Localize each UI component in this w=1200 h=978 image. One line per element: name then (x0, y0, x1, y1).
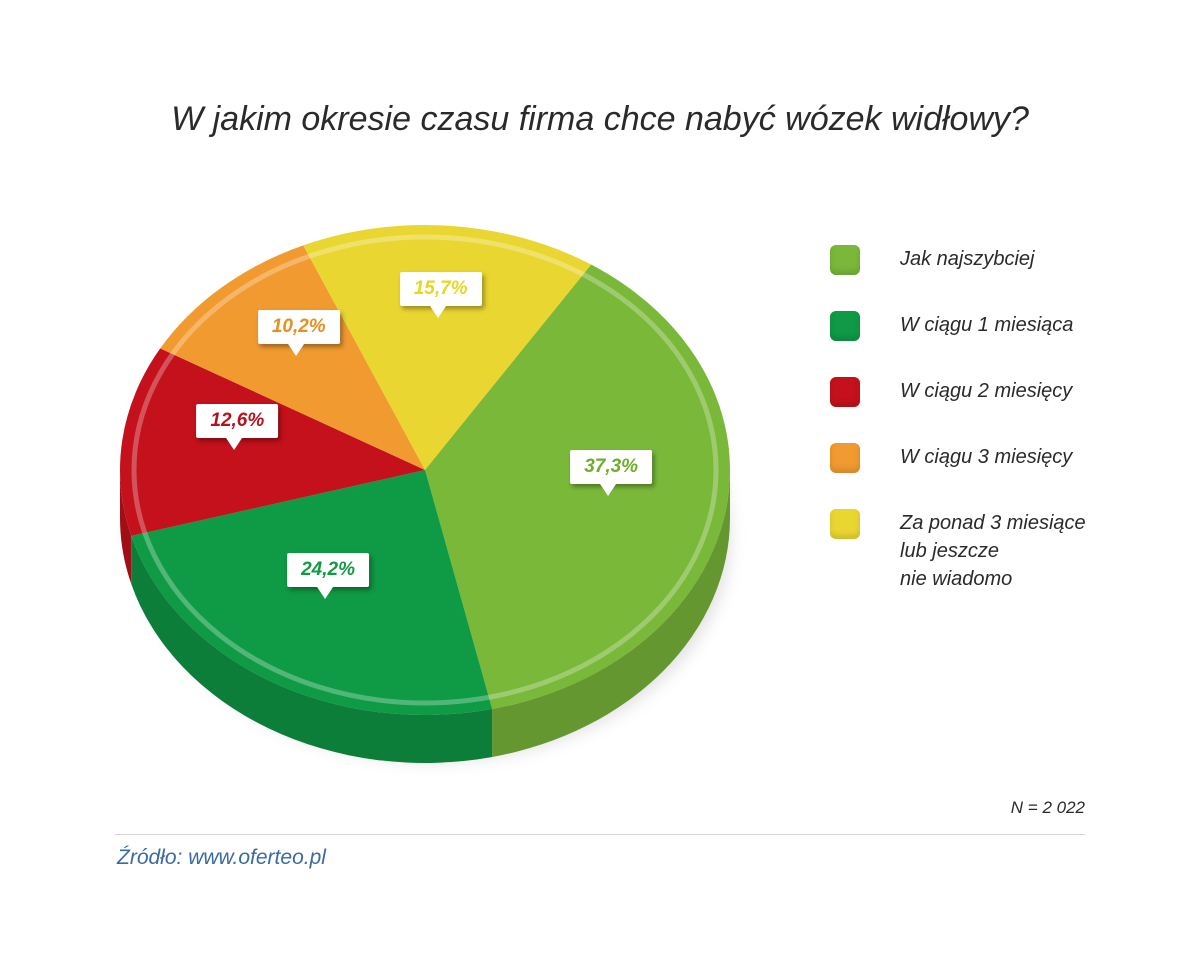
pie-side-0 (492, 470, 730, 757)
legend-label-3: W ciągu 3 miesięcy (900, 446, 1073, 468)
legend: Jak najszybciej W ciągu 1 miesiąca W ciągu… (830, 245, 1150, 629)
legend-label-0: Jak najszybciej (900, 248, 1035, 270)
pie-slice-0 (425, 264, 730, 709)
data-label-0: 37,3% (570, 449, 653, 496)
data-label-1: 24,2% (287, 553, 369, 600)
sample-size: N = 2 022 (1010, 798, 1085, 817)
legend-item-4: Za ponad 3 miesiące lub jeszcze nie wiad… (830, 509, 1150, 593)
pie-slice-3 (160, 245, 426, 470)
legend-item-1: W ciągu 1 miesiąca (830, 311, 1150, 341)
legend-swatch-3 (830, 443, 860, 473)
chart-title: W jakim okresie czasu firma chce nabyć w… (171, 100, 1029, 138)
legend-label-1: W ciągu 1 miesiąca (900, 314, 1074, 336)
divider (115, 834, 1085, 835)
legend-item-3: W ciągu 3 miesięcy (830, 443, 1150, 473)
legend-item-0: Jak najszybciej (830, 245, 1150, 275)
legend-label-4: Za ponad 3 miesiące lub jeszcze nie wiad… (900, 512, 1086, 590)
legend-swatch-0 (830, 245, 860, 275)
pie-side-2 (120, 470, 132, 584)
data-label-4: 15,7% (399, 271, 482, 318)
legend-swatch-4 (830, 509, 860, 539)
pie-side-1 (131, 535, 493, 763)
pie-slice-1 (131, 470, 493, 715)
data-label-3: 10,2% (257, 309, 340, 356)
pie-rim (131, 234, 719, 706)
source-note: Źródło: www.oferteo.pl (117, 846, 326, 869)
legend-swatch-2 (830, 377, 860, 407)
pie-slice-2 (120, 348, 425, 536)
data-label-2: 12,6% (196, 404, 279, 451)
legend-item-2: W ciągu 2 miesięcy (830, 377, 1150, 407)
legend-swatch-1 (830, 311, 860, 341)
pie-slice-4 (303, 224, 592, 470)
legend-label-2: W ciągu 2 miesięcy (900, 380, 1073, 402)
